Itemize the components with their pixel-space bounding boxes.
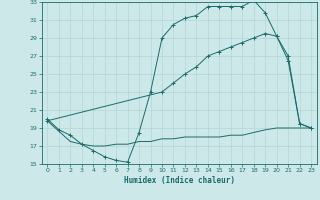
X-axis label: Humidex (Indice chaleur): Humidex (Indice chaleur) (124, 176, 235, 185)
